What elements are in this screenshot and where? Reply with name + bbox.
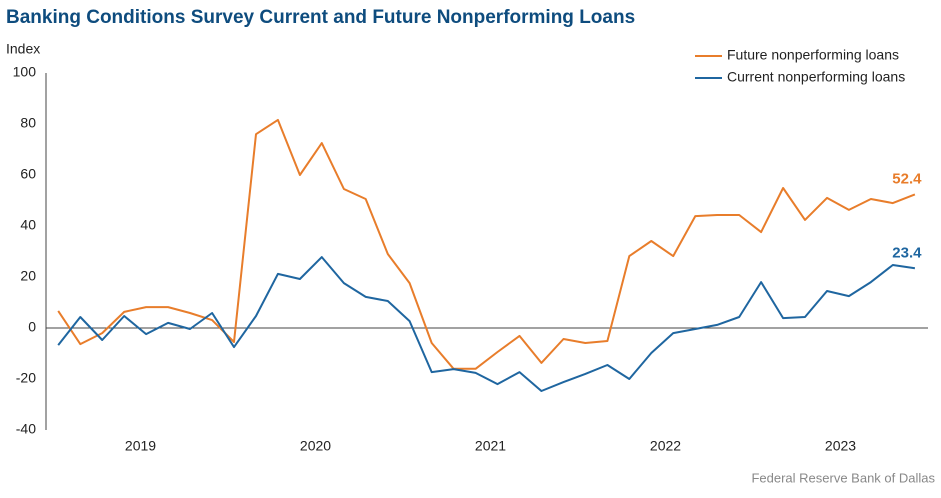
legend-label: Future nonperforming loans — [727, 47, 899, 63]
line-series — [57, 256, 916, 392]
legend-label: Current nonperforming loans — [727, 69, 905, 85]
line-series — [57, 118, 916, 370]
y-tick-label: -40 — [16, 421, 36, 437]
data-label: 23.4 — [892, 244, 922, 261]
y-tick-label: 80 — [20, 115, 36, 131]
x-tick-label: 2022 — [650, 438, 681, 454]
y-tick-label: 100 — [13, 64, 37, 80]
x-tick-label: 2019 — [125, 438, 156, 454]
y-axis-label: Index — [6, 41, 40, 57]
x-tick-label: 2023 — [825, 438, 856, 454]
x-tick-label: 2020 — [300, 438, 331, 454]
chart-title: Banking Conditions Survey Current and Fu… — [6, 7, 635, 28]
y-tick-label: 40 — [20, 217, 36, 233]
x-tick-label: 2021 — [475, 438, 506, 454]
y-tick-label: 0 — [28, 319, 36, 335]
y-tick-label: 20 — [20, 268, 36, 284]
source: Federal Reserve Bank of Dallas — [751, 470, 935, 485]
y-tick-label: 60 — [20, 166, 36, 182]
data-label: 52.4 — [892, 170, 922, 187]
y-tick-label: -20 — [16, 370, 36, 386]
